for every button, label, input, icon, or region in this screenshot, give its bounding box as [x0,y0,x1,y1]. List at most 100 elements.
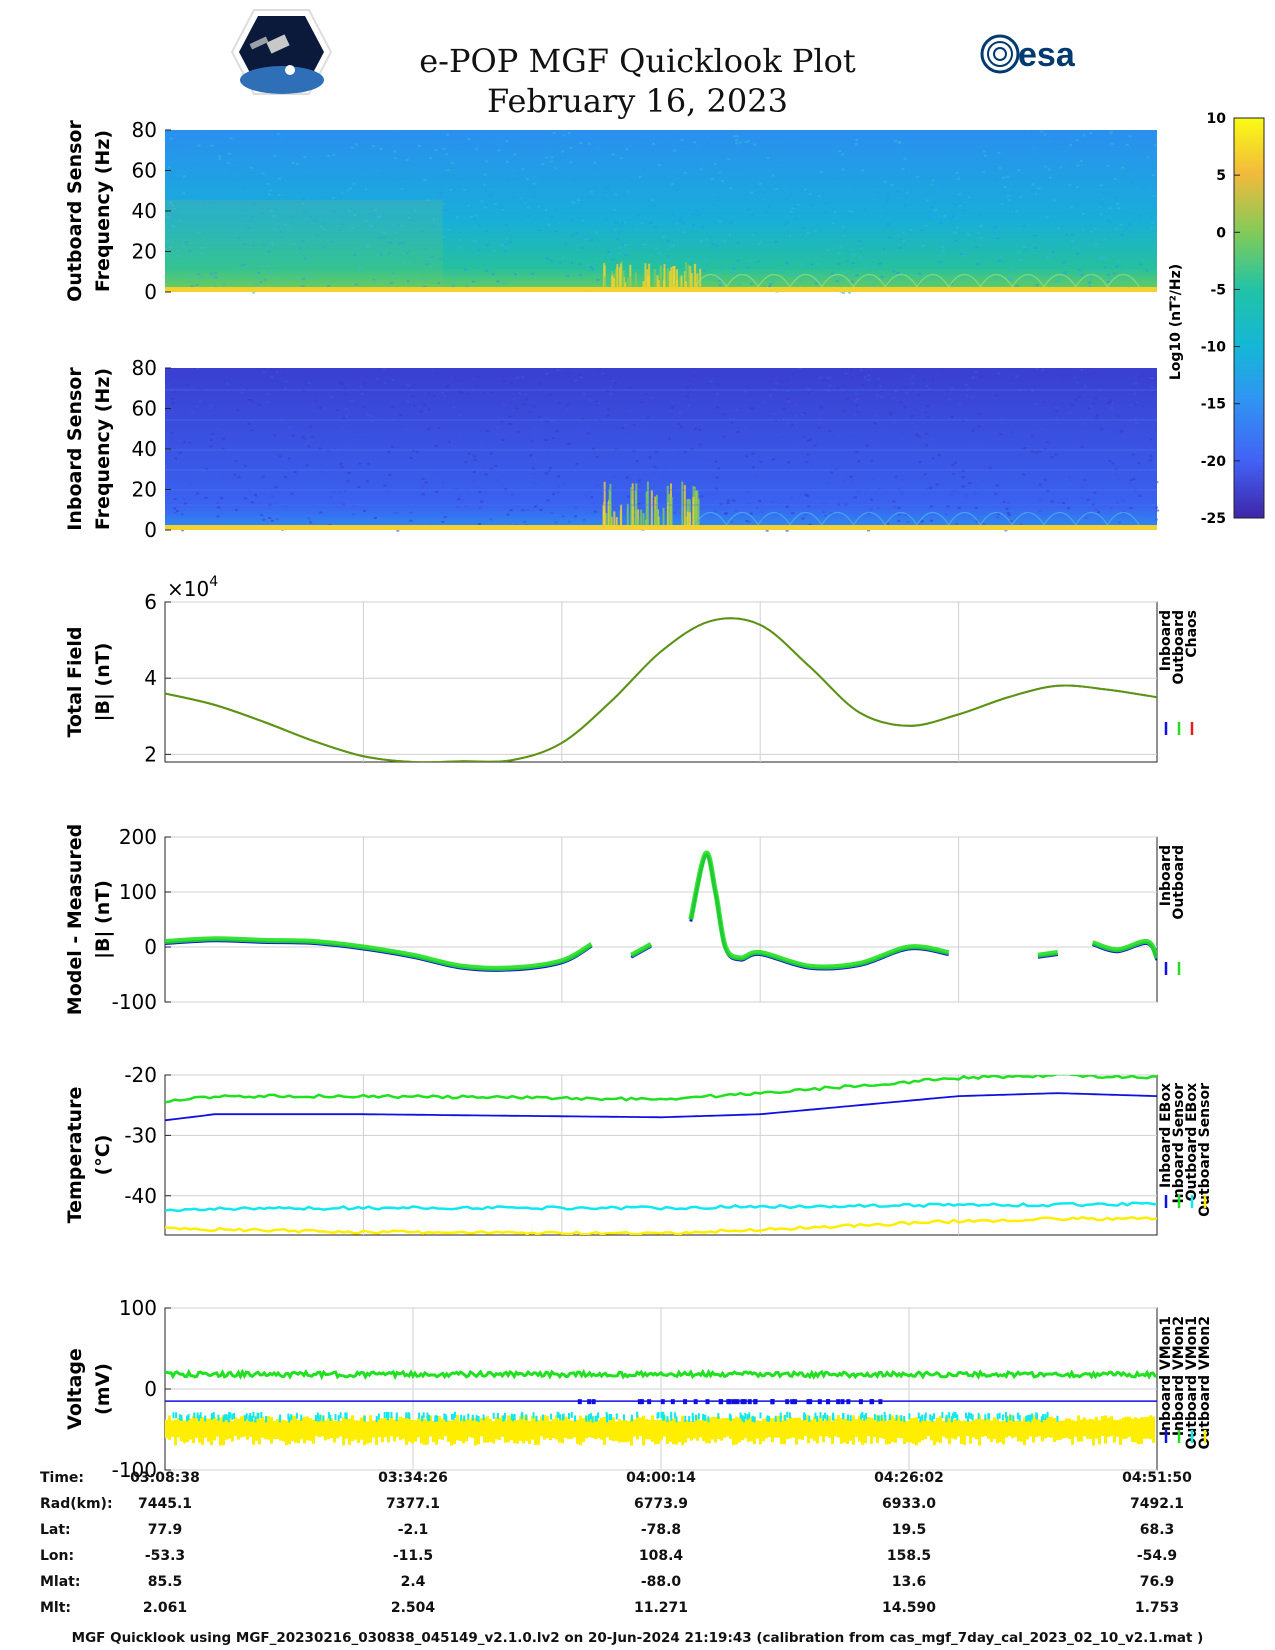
spectrogram-pixel [332,154,336,157]
spectrogram-pixel [413,404,417,407]
spectrogram-pixel [741,269,745,272]
spectrogram-pixel [886,522,890,525]
spectrogram-pixel [1126,180,1130,183]
spectrogram-pixel [1094,397,1098,400]
spectrogram-pixel [1089,404,1093,407]
spectrogram-pixel [1119,224,1123,227]
spectrogram-pixel [303,258,307,261]
spectrogram-pixel [483,183,487,186]
spectrogram-burst [696,273,699,287]
voltage-outboard-vmon1 [948,1412,951,1419]
voltage-outboard-vmon2 [768,1417,771,1438]
spectrogram-pixel [855,274,859,277]
spectrogram-pixel [366,245,370,248]
voltage-inboard-vmon1-blip [742,1399,747,1405]
voltage-outboard-vmon1 [511,1414,514,1421]
spectrogram-pixel [464,461,468,464]
spectrogram-pixel [680,425,684,428]
spectrogram-pixel [1100,202,1104,205]
spectrogram-pixel [892,396,896,399]
voltage-outboard-vmon2 [720,1418,723,1441]
spectrogram-pixel [236,461,240,464]
voltage-outboard-vmon2 [906,1421,909,1443]
spectrogram-pixel [419,410,423,413]
spectrogram-pixel [211,132,215,135]
spectrogram-pixel [430,258,434,261]
spectrogram-pixel [547,469,551,472]
voltage-outboard-vmon2 [678,1421,681,1443]
spectrogram-arc [1075,273,1109,288]
spectrogram-burst [645,491,648,525]
spectrogram-pixel [971,429,975,432]
voltage-outboard-vmon1 [977,1413,980,1420]
voltage-outboard-vmon2 [300,1418,303,1440]
voltage-outboard-vmon1 [265,1416,268,1423]
spectrogram-pixel [578,274,582,277]
voltage-outboard-vmon2 [801,1419,804,1441]
voltage-outboard-vmon2 [414,1420,417,1442]
spectrogram-pixel [1138,494,1142,497]
spectrogram-pixel [544,439,548,442]
spectrogram-pixel [452,173,456,176]
spectrogram-pixel [352,182,356,185]
spectrogram-pixel [1034,451,1038,454]
voltage-inboard-vmon1-blip [753,1399,758,1405]
voltage-outboard-vmon2 [516,1420,519,1444]
spectrogram-pixel [575,201,579,204]
spectrogram-pixel [916,175,920,178]
spectrogram-pixel [568,469,572,472]
spectrogram-pixel [1093,491,1097,494]
spectrogram-pixel [1106,401,1110,404]
voltage-outboard-vmon2 [588,1416,591,1438]
spectrogram-pixel [1129,479,1133,482]
voltage-outboard-vmon1 [786,1411,789,1418]
spectrogram-pixel [343,407,347,410]
voltage-outboard-vmon1 [405,1412,408,1419]
spectrogram-pixel [530,173,534,176]
spectrogram-pixel [270,242,274,245]
voltage-inboard-vmon1-blip [793,1399,798,1405]
spectrogram-pixel [274,486,278,489]
spectrogram-pixel [717,467,721,470]
spectrogram-pixel [800,463,804,466]
voltage-outboard-vmon1 [965,1412,968,1419]
spectrogram-pixel [339,462,343,465]
spectrogram-pixel [596,402,600,405]
voltage-outboard-vmon2 [945,1416,948,1439]
voltage-outboard-vmon1 [383,1412,386,1419]
spectrogram-pixel [938,261,942,264]
voltage-outboard-vmon2 [393,1419,396,1442]
voltage-outboard-vmon2 [930,1420,933,1441]
spectrogram-pixel [268,516,272,519]
ephemeris-row-label: Lat: [40,1522,71,1538]
spectrogram-pixel [273,434,277,437]
spectrogram-pixel [878,262,882,265]
spectrogram-pixel [1043,448,1047,451]
voltage-outboard-vmon1 [1044,1414,1047,1421]
voltage-outboard-vmon2 [369,1415,372,1443]
spectrogram-pixel [1069,163,1073,166]
voltage-outboard-vmon2 [402,1417,405,1439]
spectrogram-pixel [359,386,363,389]
spectrogram-pixel [523,169,527,172]
spectrogram-arc [1106,273,1140,288]
spectrogram-pixel [1147,469,1151,472]
spectrogram-pixel [892,137,896,140]
spectrogram-pixel [565,403,569,406]
spectrogram-pixel [769,454,773,457]
spectrogram-pixel [704,259,708,262]
spectrogram-pixel [336,409,340,412]
spectrogram-pixel [257,403,261,406]
voltage-outboard-vmon2 [672,1418,675,1445]
spectrogram-pixel [395,444,399,447]
spectrogram-pixel [580,246,584,249]
spectrogram-pixel [550,160,554,163]
spectrogram-pixel [910,413,914,416]
spectrogram-pixel [667,432,671,435]
spectrogram-pixel [1071,240,1075,243]
spectrogram-pixel [182,498,186,501]
spectrogram-pixel [653,226,657,229]
spectrogram-pixel [284,468,288,471]
spectrogram-pixel [349,187,353,190]
spectrogram-arc [1075,511,1109,526]
